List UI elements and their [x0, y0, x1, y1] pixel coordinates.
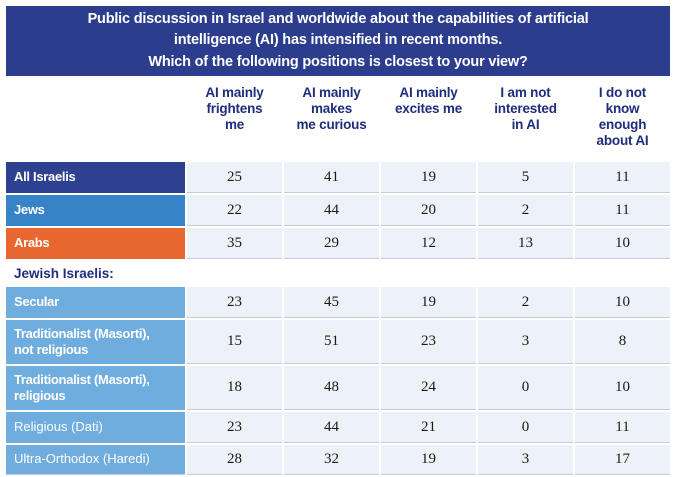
value-cell: 45 [284, 287, 379, 318]
value-cell: 10 [575, 287, 670, 318]
value-cell: 23 [381, 320, 476, 364]
value-cell: 10 [575, 228, 670, 259]
column-header-curious: AI mainly makes me curious [296, 85, 367, 132]
survey-question-title: Public discussion in Israel and worldwid… [6, 6, 670, 76]
value-cell: 11 [575, 162, 670, 193]
column-header-excites: AI mainly excites me [394, 85, 463, 116]
value-cell: 41 [284, 162, 379, 193]
value-cell: 8 [575, 320, 670, 364]
table-row-traditionalist-not-religious: Traditionalist (Masorti), not religious … [6, 320, 670, 364]
value-cell: 23 [187, 412, 282, 443]
value-cell: 44 [284, 412, 379, 443]
row-label: Secular [6, 287, 185, 318]
value-cell: 10 [575, 366, 670, 410]
value-cell: 24 [381, 366, 476, 410]
value-cell: 2 [478, 195, 573, 226]
value-cell: 0 [478, 412, 573, 443]
row-label: Arabs [6, 228, 185, 259]
section-label: Jewish Israelis: [14, 265, 114, 281]
value-cell: 3 [478, 320, 573, 364]
value-cell: 20 [381, 195, 476, 226]
value-cell: 18 [187, 366, 282, 410]
section-header-row: Jewish Israelis: [6, 261, 670, 285]
table-row-jews: Jews 22 44 20 2 11 [6, 195, 670, 226]
value-cell: 32 [284, 445, 379, 475]
value-cell: 35 [187, 228, 282, 259]
table-header-row: AI mainly frightens me AI mainly makes m… [6, 76, 670, 160]
table-row-religious-dati: Religious (Dati) 23 44 21 0 11 [6, 412, 670, 443]
column-header-not-interested: I am not interested in AI [494, 85, 557, 132]
row-label: Religious (Dati) [6, 412, 185, 443]
value-cell: 48 [284, 366, 379, 410]
value-cell: 2 [478, 287, 573, 318]
value-cell: 25 [187, 162, 282, 193]
value-cell: 23 [187, 287, 282, 318]
value-cell: 12 [381, 228, 476, 259]
column-header-frightens: AI mainly frightens me [205, 85, 264, 132]
value-cell: 29 [284, 228, 379, 259]
table-row-ultra-orthodox: Ultra-Orthodox (Haredi) 28 32 19 3 17 [6, 445, 670, 475]
value-cell: 28 [187, 445, 282, 475]
value-cell: 22 [187, 195, 282, 226]
table-row-all-israelis: All Israelis 25 41 19 5 11 [6, 162, 670, 193]
table-row-arabs: Arabs 35 29 12 13 10 [6, 228, 670, 259]
row-label: Ultra-Orthodox (Haredi) [6, 445, 185, 475]
value-cell: 5 [478, 162, 573, 193]
value-cell: 15 [187, 320, 282, 364]
row-label: Traditionalist (Masorti), religious [6, 366, 185, 410]
value-cell: 11 [575, 195, 670, 226]
value-cell: 13 [478, 228, 573, 259]
value-cell: 0 [478, 366, 573, 410]
value-cell: 21 [381, 412, 476, 443]
table-row-traditionalist-religious: Traditionalist (Masorti), religious 18 4… [6, 366, 670, 410]
value-cell: 3 [478, 445, 573, 475]
row-label: Traditionalist (Masorti), not religious [6, 320, 185, 364]
row-label: All Israelis [6, 162, 185, 193]
survey-table: AI mainly frightens me AI mainly makes m… [6, 76, 670, 475]
table-row-secular: Secular 23 45 19 2 10 [6, 287, 670, 318]
row-label: Jews [6, 195, 185, 226]
value-cell: 19 [381, 162, 476, 193]
value-cell: 44 [284, 195, 379, 226]
value-cell: 19 [381, 445, 476, 475]
value-cell: 19 [381, 287, 476, 318]
header-spacer [6, 76, 185, 160]
value-cell: 11 [575, 412, 670, 443]
value-cell: 17 [575, 445, 670, 475]
column-header-dont-know: I do not know enough about AI [596, 85, 649, 148]
value-cell: 51 [284, 320, 379, 364]
